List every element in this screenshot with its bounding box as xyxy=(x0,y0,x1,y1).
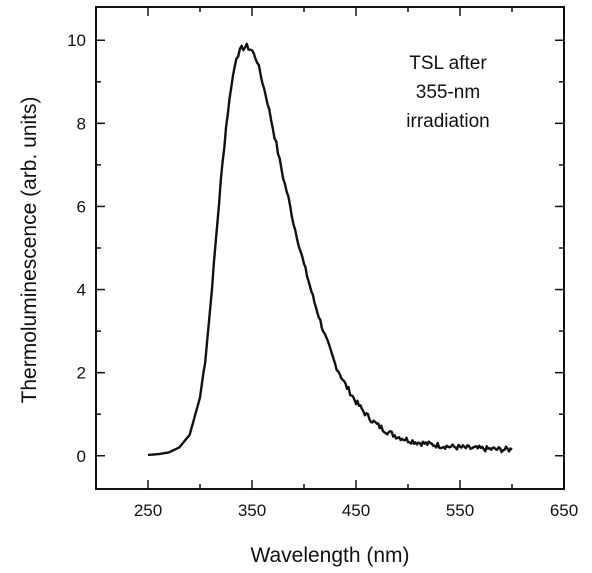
x-tick-label: 650 xyxy=(550,501,578,520)
ticks xyxy=(95,7,565,489)
y-tick-label: 6 xyxy=(77,197,86,216)
series-line xyxy=(147,42,513,457)
x-tick-label: 350 xyxy=(238,501,266,520)
x-tick-label: 550 xyxy=(446,501,474,520)
y-tick-label: 2 xyxy=(77,364,86,383)
y-axis-title: Thermoluminescence (arb. units) xyxy=(18,97,41,404)
annotation-line-2: 355-nm xyxy=(416,82,480,103)
annotation-line-1: TSL after xyxy=(409,53,487,74)
plot-frame xyxy=(95,6,565,490)
y-tick-label: 4 xyxy=(77,281,86,300)
x-tick-label: 250 xyxy=(134,501,162,520)
x-tick-label: 450 xyxy=(342,501,370,520)
annotation-line-3: irradiation xyxy=(406,111,489,132)
y-tick-label: 8 xyxy=(77,114,86,133)
y-tick-label: 0 xyxy=(77,447,86,466)
tick-labels: 250 350 450 550 650 0 2 4 6 8 10 xyxy=(67,31,578,520)
x-axis-title: Wavelength (nm) xyxy=(250,544,409,567)
y-tick-label: 10 xyxy=(67,31,86,50)
